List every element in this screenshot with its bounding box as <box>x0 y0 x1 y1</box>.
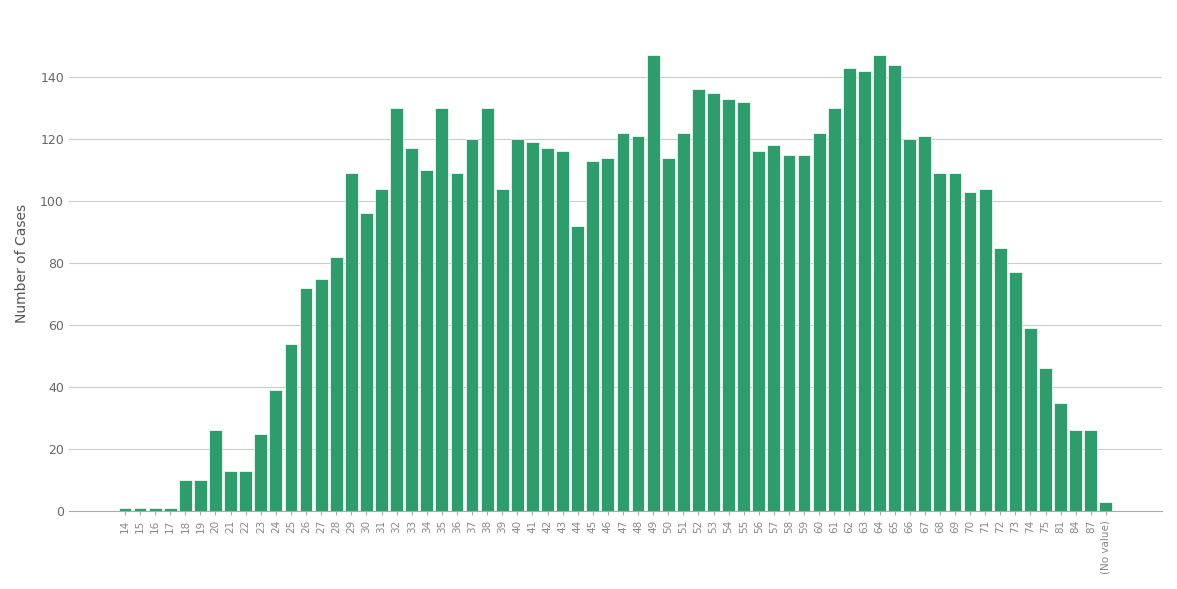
Bar <box>737 102 750 511</box>
Bar <box>1069 431 1082 511</box>
Bar <box>224 471 237 511</box>
Bar <box>933 173 946 511</box>
Bar <box>480 108 493 511</box>
Bar <box>1039 369 1052 511</box>
Bar <box>179 480 192 511</box>
Bar <box>164 508 177 511</box>
Bar <box>843 68 856 511</box>
Y-axis label: Number of Cases: Number of Cases <box>15 203 29 323</box>
Bar <box>692 90 705 511</box>
Bar <box>435 108 448 511</box>
Bar <box>1009 272 1022 511</box>
Bar <box>858 71 871 511</box>
Bar <box>360 213 373 511</box>
Bar <box>345 173 358 511</box>
Bar <box>964 192 977 511</box>
Bar <box>1084 431 1097 511</box>
Bar <box>571 226 584 511</box>
Bar <box>405 148 418 511</box>
Bar <box>979 188 991 511</box>
Bar <box>586 161 599 511</box>
Bar <box>873 55 886 511</box>
Bar <box>993 247 1006 511</box>
Bar <box>1024 328 1037 511</box>
Bar <box>541 148 554 511</box>
Bar <box>330 257 343 511</box>
Bar <box>119 508 132 511</box>
Bar <box>270 390 282 511</box>
Bar <box>285 343 298 511</box>
Bar <box>813 133 825 511</box>
Bar <box>723 99 734 511</box>
Bar <box>210 431 222 511</box>
Bar <box>783 154 796 511</box>
Bar <box>798 154 811 511</box>
Bar <box>1055 402 1068 511</box>
Bar <box>767 145 780 511</box>
Bar <box>194 480 207 511</box>
Bar <box>300 288 312 511</box>
Bar <box>451 173 464 511</box>
Bar <box>375 188 388 511</box>
Bar <box>239 471 252 511</box>
Bar <box>148 508 161 511</box>
Bar <box>827 108 840 511</box>
Bar <box>632 136 645 511</box>
Bar <box>496 188 508 511</box>
Bar <box>889 65 902 511</box>
Bar <box>420 170 433 511</box>
Bar <box>511 139 524 511</box>
Bar <box>677 133 690 511</box>
Bar <box>391 108 403 511</box>
Bar <box>254 434 267 511</box>
Bar <box>314 279 327 511</box>
Bar <box>466 139 479 511</box>
Bar <box>707 92 720 511</box>
Bar <box>601 158 614 511</box>
Bar <box>617 133 630 511</box>
Bar <box>949 173 962 511</box>
Bar <box>918 136 931 511</box>
Bar <box>646 55 659 511</box>
Bar <box>526 142 539 511</box>
Bar <box>134 508 146 511</box>
Bar <box>1099 502 1112 511</box>
Bar <box>752 151 765 511</box>
Bar <box>557 151 568 511</box>
Bar <box>661 158 674 511</box>
Bar <box>903 139 916 511</box>
